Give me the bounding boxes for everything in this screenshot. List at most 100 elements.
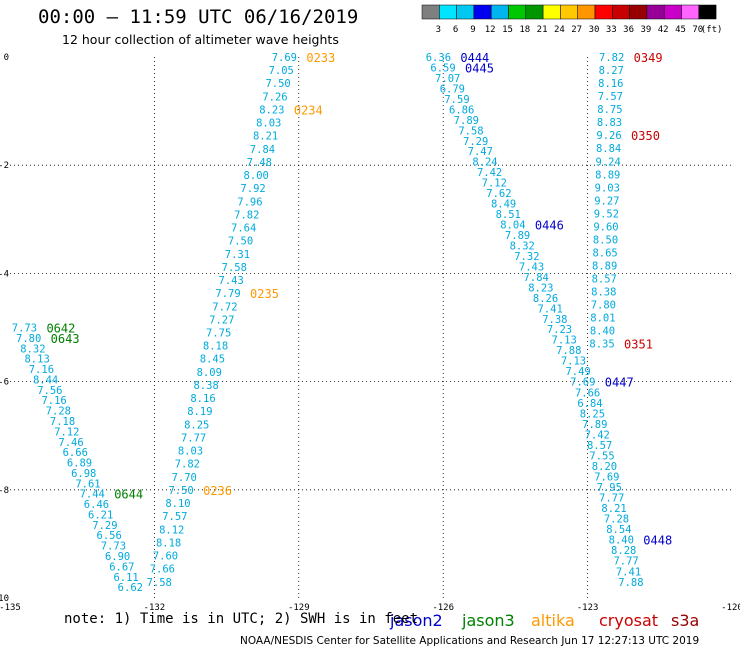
- pass-time-label: 0233: [306, 51, 335, 65]
- swh-value-label: 7.77: [599, 493, 624, 505]
- colorbar-swatch: [698, 4, 717, 20]
- swh-value-label: 8.24: [472, 157, 497, 169]
- pass-time-label: 0643: [51, 332, 80, 346]
- colorbar-tick-label: 12: [485, 25, 496, 35]
- pass-time-label: 0446: [535, 219, 564, 233]
- swh-value-label: 8.44: [33, 374, 58, 386]
- swh-value-label: 8.50: [593, 234, 618, 246]
- swh-value-label: 8.19: [187, 406, 212, 418]
- swh-value-label: 7.05: [269, 65, 294, 77]
- legend-altika: altika: [531, 611, 575, 630]
- swh-value-label: 7.42: [477, 167, 502, 179]
- swh-value-label: 7.58: [222, 262, 247, 274]
- swh-value-label: 8.84: [596, 143, 621, 155]
- x-tick-label: -129: [288, 603, 310, 610]
- swh-value-label: 8.23: [259, 104, 284, 116]
- x-tick-label: -120: [721, 603, 740, 610]
- swh-value-label: 7.18: [50, 416, 75, 428]
- swh-value-label: 7.79: [215, 288, 240, 300]
- swh-value-label: 7.66: [150, 564, 175, 576]
- colorbar-tick-label: 45: [675, 25, 686, 35]
- swh-value-label: 8.01: [590, 313, 615, 325]
- swh-value-label: 7.29: [463, 136, 488, 148]
- swh-value-label: 7.28: [604, 514, 629, 526]
- swh-value-label: 8.26: [533, 293, 558, 305]
- swh-value-label: 7.89: [505, 230, 530, 242]
- y-tick-label: -10: [0, 594, 9, 604]
- legend-s3a: s3a: [671, 611, 699, 630]
- swh-value-label: 8.51: [496, 209, 521, 221]
- swh-value-label: 7.12: [482, 178, 507, 190]
- swh-value-label: 6.62: [118, 582, 143, 594]
- swh-value-label: 8.57: [587, 440, 612, 452]
- swh-value-label: 7.89: [582, 419, 607, 431]
- legend-jason3: jason3: [461, 611, 515, 630]
- swh-value-label: 7.55: [589, 451, 614, 463]
- swh-value-label: 7.77: [613, 556, 638, 568]
- x-tick-label: -126: [432, 603, 454, 610]
- swh-value-label: 8.03: [256, 118, 281, 130]
- colorbar-tick-label: 36: [623, 25, 634, 35]
- swh-value-label: 8.54: [606, 524, 631, 536]
- swh-value-label: 6.84: [577, 398, 602, 410]
- colorbar-tick-label: 15: [502, 25, 513, 35]
- swh-value-label: 8.38: [193, 380, 218, 392]
- swh-value-label: 7.69: [272, 52, 297, 64]
- swh-value-label: 8.40: [609, 535, 634, 547]
- swh-value-label: 9.60: [593, 221, 618, 233]
- pass-time-label: 0350: [631, 129, 660, 143]
- swh-value-label: 7.50: [265, 78, 290, 90]
- swh-value-label: 7.95: [597, 482, 622, 494]
- swh-value-label: 8.35: [589, 339, 614, 351]
- colorbar-tick-label: 42: [658, 25, 669, 35]
- pass-time-label: 0642: [46, 322, 75, 336]
- swh-value-label: 7.41: [616, 566, 641, 578]
- swh-value-label: 7.28: [46, 406, 71, 418]
- swh-value-label: 6.56: [97, 530, 122, 542]
- swh-value-label: 7.38: [542, 314, 567, 326]
- wave-height-colorbar: 3 6 9 12 15 18 21 24 27 30 33 36 39 42 45 70(ft): [421, 4, 722, 35]
- swh-value-label: 8.83: [597, 117, 622, 129]
- swh-value-label: 7.84: [250, 144, 275, 156]
- swh-value-label: 6.90: [105, 551, 130, 563]
- swh-value-label: 7.80: [16, 333, 41, 345]
- swh-value-label: 7.27: [209, 314, 234, 326]
- units-note: note: 1) Time is in UTC; 2) SWH is in fe…: [64, 611, 419, 627]
- swh-value-label: 8.25: [580, 408, 605, 420]
- swh-value-label: 7.44: [80, 489, 105, 501]
- pass-time-label: 0448: [643, 534, 672, 548]
- swh-value-label: 7.58: [458, 125, 483, 137]
- swh-value-label: 7.46: [58, 437, 83, 449]
- swh-value-label: 9.27: [594, 195, 619, 207]
- colorbar-tick-label: 18: [519, 25, 530, 35]
- credit-line: NOAA/NESDIS Center for Satellite Applica…: [240, 635, 700, 647]
- swh-value-label: 7.13: [561, 356, 586, 368]
- swh-value-label: 7.43: [519, 261, 544, 273]
- figure-subtitle: 12 hour collection of altimeter wave hei…: [62, 32, 339, 47]
- swh-value-label: 7.88: [618, 577, 643, 589]
- colorbar-tick-label: 24: [554, 25, 565, 35]
- swh-value-label: 8.03: [178, 446, 203, 458]
- swh-value-label: 7.69: [570, 377, 595, 389]
- pass-time-label: 0351: [624, 338, 653, 352]
- swh-value-label: 7.42: [585, 429, 610, 441]
- swh-value-label: 7.96: [237, 196, 262, 208]
- swh-value-label: 8.40: [590, 326, 615, 338]
- colorbar-tick-label: 30: [589, 25, 600, 35]
- swh-value-label: 6.46: [84, 499, 109, 511]
- map-plot-area: -135 -132 -129 -126 -123 -120 0 -2 -4 -6 -8 -10 7.69…: [0, 51, 740, 610]
- pass-time-label: 0444: [460, 51, 489, 65]
- colorbar-tick-label: 3: [436, 25, 441, 35]
- swh-value-label: 7.50: [168, 485, 193, 497]
- swh-value-label: 7.12: [54, 426, 79, 438]
- swh-value-label: 7.80: [591, 300, 616, 312]
- swh-value-label: 7.72: [212, 301, 237, 313]
- swh-value-label: 7.57: [598, 91, 623, 103]
- y-tick-label: 0: [4, 53, 9, 63]
- swh-value-label: 6.98: [71, 468, 96, 480]
- x-tick-label: -123: [577, 603, 599, 610]
- swh-value-label: 7.75: [206, 328, 231, 340]
- swh-value-label: 7.64: [231, 223, 256, 235]
- swh-value-label: 8.38: [591, 287, 616, 299]
- swh-value-label: 7.56: [37, 385, 62, 397]
